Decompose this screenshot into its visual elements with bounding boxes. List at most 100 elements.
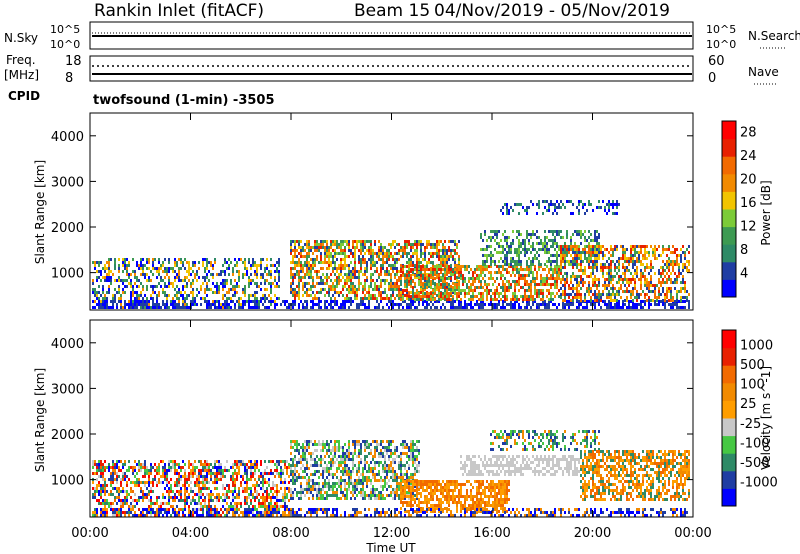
echo-cell — [454, 268, 456, 271]
echo-cell — [256, 297, 258, 300]
echo-cell — [430, 261, 432, 264]
echo-cell — [438, 274, 440, 277]
echo-cell — [544, 200, 546, 203]
echo-cell — [598, 296, 600, 299]
echo-cell — [686, 260, 688, 263]
echo-cell — [146, 306, 148, 309]
echo-cell — [132, 472, 134, 475]
echo-cell — [366, 297, 368, 300]
echo-cell — [354, 249, 356, 252]
echo-cell — [366, 270, 368, 273]
echo-cell — [640, 260, 642, 263]
echo-cell — [492, 230, 494, 233]
echo-cell — [100, 294, 102, 297]
echo-cell — [528, 265, 530, 268]
echo-cell — [102, 463, 104, 466]
echo-cell — [540, 265, 542, 268]
echo-cell — [480, 265, 482, 268]
echo-cell — [506, 263, 508, 266]
echo-cell — [102, 297, 104, 300]
echo-cell — [230, 261, 232, 264]
echo-cell — [666, 293, 668, 296]
echo-cell — [504, 248, 506, 251]
echo-cell — [516, 236, 518, 239]
echo-cell — [130, 273, 132, 276]
echo-cell — [228, 484, 230, 487]
echo-cell — [196, 502, 198, 505]
echo-cell — [374, 252, 376, 255]
echo-cell — [518, 254, 520, 257]
echo-cell — [622, 306, 624, 309]
echo-cell — [310, 270, 312, 273]
echo-cell — [530, 200, 532, 203]
echo-cell — [640, 281, 642, 284]
echo-cell — [618, 306, 620, 309]
echo-cell — [370, 279, 372, 282]
echo-cell — [554, 268, 556, 271]
echo-cell — [260, 258, 262, 261]
echo-cell — [344, 267, 346, 270]
echo-cell — [412, 261, 414, 264]
echo-cell — [566, 233, 568, 236]
echo-cell — [538, 206, 540, 209]
echo-cell — [244, 300, 246, 303]
echo-cell — [228, 288, 230, 291]
echo-cell — [416, 249, 418, 252]
echo-cell — [592, 254, 594, 257]
echo-cell — [450, 255, 452, 258]
echo-cell — [452, 282, 454, 285]
echo-cell — [134, 303, 136, 306]
echo-cell — [490, 257, 492, 260]
echo-cell — [332, 267, 334, 270]
echo-cell — [540, 263, 542, 266]
echo-cell — [316, 276, 318, 279]
echo-cell — [150, 466, 152, 469]
echo-cell — [636, 293, 638, 296]
echo-cell — [442, 249, 444, 252]
echo-cell — [216, 487, 218, 490]
echo-cell — [434, 286, 436, 289]
echo-cell — [532, 280, 534, 283]
echo-cell — [406, 285, 408, 288]
echo-cell — [278, 261, 280, 264]
echo-cell — [240, 505, 242, 508]
echo-cell — [448, 295, 450, 298]
echo-cell — [400, 277, 402, 280]
echo-cell — [492, 283, 494, 286]
echo-cell — [340, 243, 342, 246]
echo-cell — [628, 263, 630, 266]
echo-cell — [672, 299, 674, 302]
echo-cell — [530, 289, 532, 292]
echo-cell — [380, 270, 382, 273]
echo-cell — [184, 475, 186, 478]
echo-cell — [246, 469, 248, 472]
echo-cell — [200, 285, 202, 288]
echo-cell — [158, 478, 160, 481]
echo-cell — [324, 288, 326, 291]
echo-cell — [216, 514, 218, 517]
echo-cell — [292, 255, 294, 258]
echo-cell — [336, 246, 338, 249]
echo-cell — [528, 257, 530, 260]
echo-cell — [248, 478, 250, 481]
echo-cell — [254, 478, 256, 481]
freq-panel — [89, 55, 694, 82]
echo-cell — [538, 283, 540, 286]
echo-cell — [208, 463, 210, 466]
echo-cell — [126, 264, 128, 267]
echo-cell — [672, 245, 674, 248]
echo-cell — [438, 286, 440, 289]
echo-cell — [174, 493, 176, 496]
echo-cell — [184, 300, 186, 303]
echo-cell — [150, 294, 152, 297]
echo-cell — [490, 236, 492, 239]
echo-cell — [294, 243, 296, 246]
echo-cell — [316, 246, 318, 249]
echo-cell — [276, 490, 278, 493]
echo-cell — [614, 212, 616, 215]
echo-cell — [444, 295, 446, 298]
echo-cell — [510, 245, 512, 248]
echo-cell — [202, 463, 204, 466]
echo-cell — [222, 499, 224, 502]
